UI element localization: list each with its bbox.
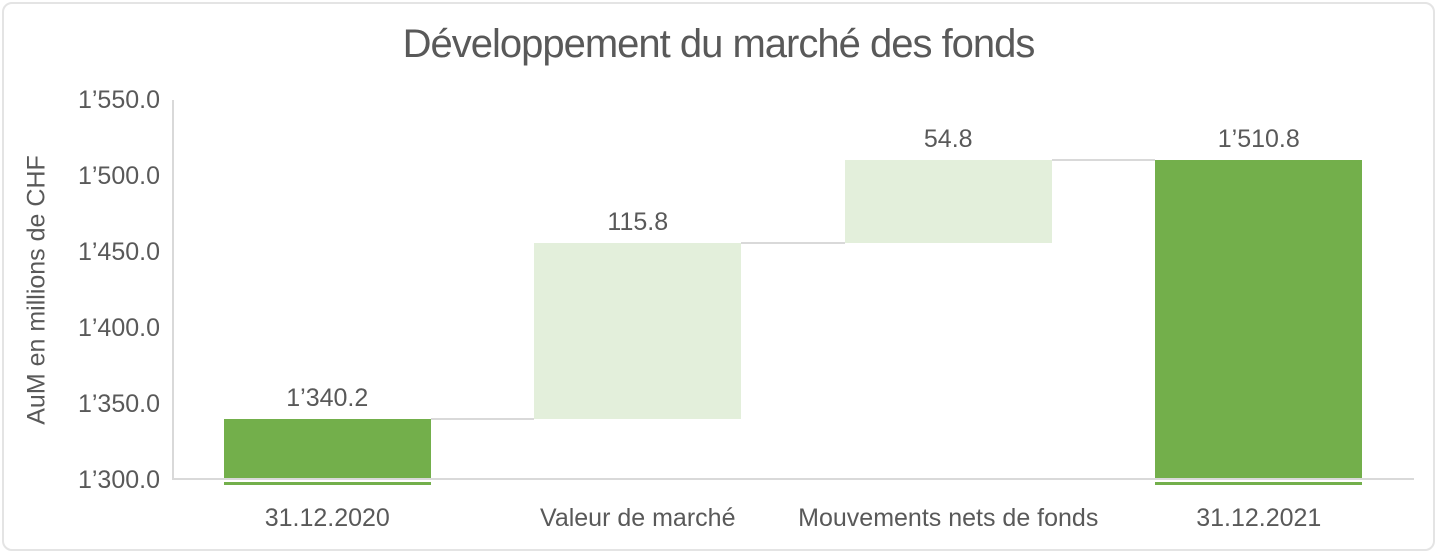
connector-line-2	[741, 241, 845, 244]
data-label-4: 1’510.8	[1217, 124, 1300, 153]
x-axis-gap	[174, 480, 1416, 482]
y-tick-label-1550: 1’550.0	[77, 86, 160, 114]
y-tick-label-1350: 1’350.0	[77, 390, 160, 418]
waterfall-bar-3	[844, 159, 1052, 243]
connector-line-1	[430, 417, 535, 420]
data-label-1: 1’340.2	[286, 383, 369, 412]
waterfall-bar-2	[534, 242, 742, 419]
y-axis-line	[172, 100, 174, 480]
data-label-2: 115.8	[607, 207, 669, 236]
waterfall-bar-4	[1155, 159, 1363, 485]
chart-title: Développement du marché des fonds	[402, 22, 1036, 66]
x-category-label-3: Mouvements nets de fonds	[798, 504, 1099, 532]
waterfall-bar-1	[223, 418, 431, 485]
y-tick-label-1450: 1’450.0	[77, 238, 160, 266]
connector-line-3	[1051, 158, 1156, 161]
y-tick-label-1300: 1’300.0	[77, 466, 160, 494]
x-category-label-1: 31.12.2020	[264, 504, 390, 532]
y-tick-label-1400: 1’400.0	[77, 314, 160, 342]
x-axis-baseline	[172, 478, 1414, 480]
plot-area	[172, 100, 1416, 485]
x-category-label-4: 31.12.2021	[1196, 504, 1322, 532]
data-label-3: 54.8	[923, 124, 973, 153]
y-axis-title: AuM en millions de CHF	[22, 155, 51, 425]
y-tick-label-1500: 1’500.0	[77, 162, 160, 190]
x-category-label-2: Valeur de marché	[540, 504, 736, 532]
